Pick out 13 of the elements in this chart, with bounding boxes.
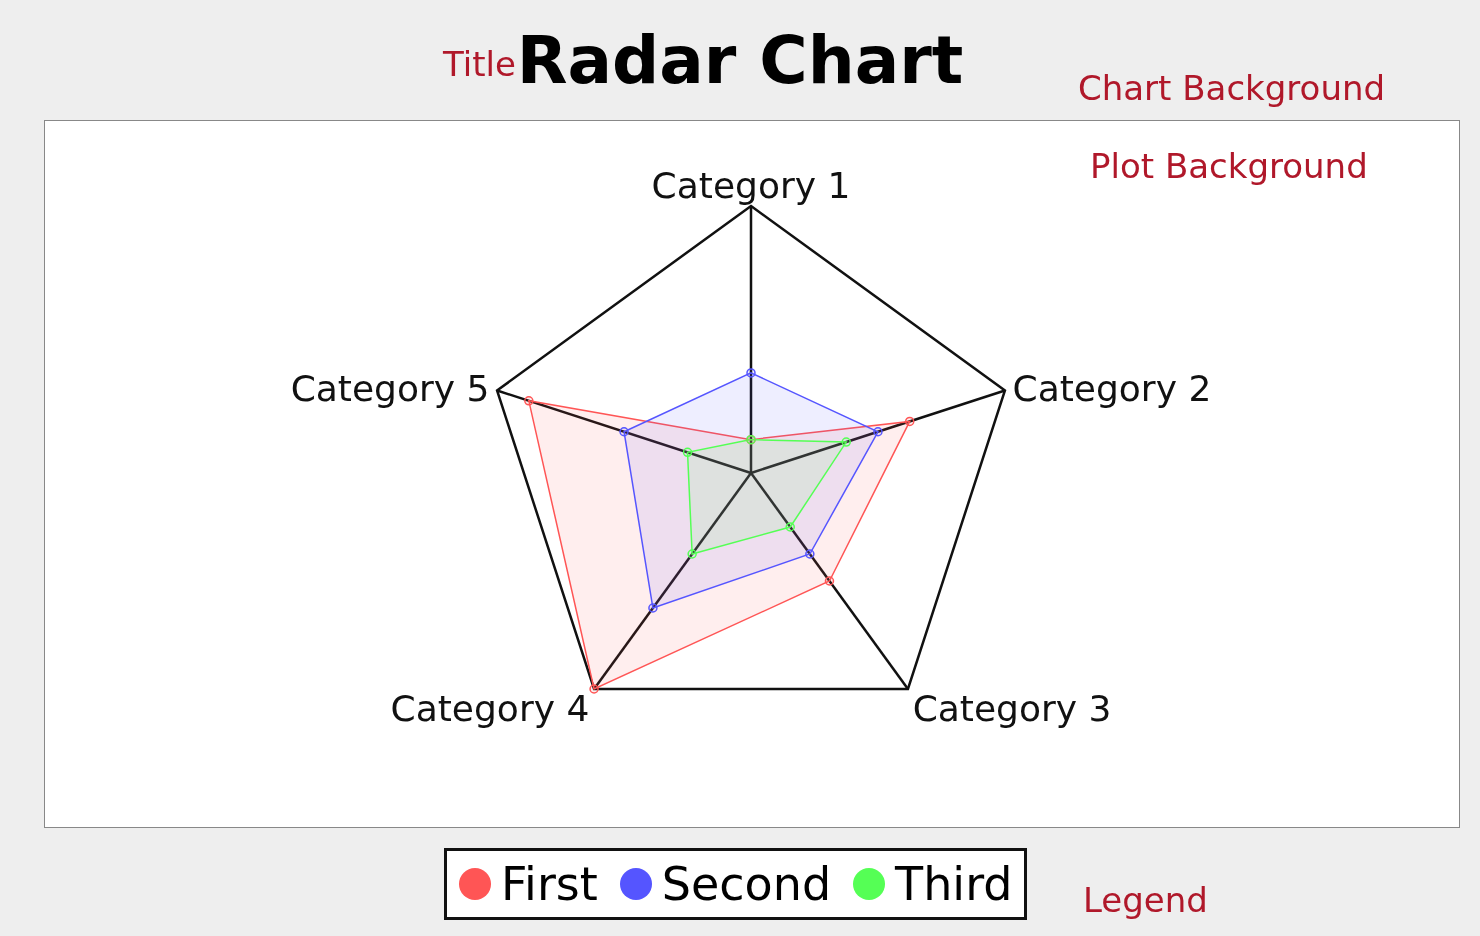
- text: Chart Background: [1078, 68, 1386, 108]
- legend-label: Third: [895, 857, 1013, 911]
- chart-title: Radar Chart: [516, 22, 964, 99]
- spoke-label: Category 1: [651, 165, 851, 206]
- text: Title: [443, 44, 516, 84]
- spoke-label: Category 3: [912, 688, 1112, 730]
- spoke-label: Category 5: [290, 367, 490, 409]
- legend-label: First: [501, 857, 598, 911]
- spoke-label: Category 2: [1012, 367, 1212, 409]
- legend-label: Second: [661, 857, 832, 911]
- text: Plot Background: [1090, 146, 1368, 186]
- spoke-label: Category 4: [390, 688, 590, 730]
- text: Legend: [1083, 880, 1208, 920]
